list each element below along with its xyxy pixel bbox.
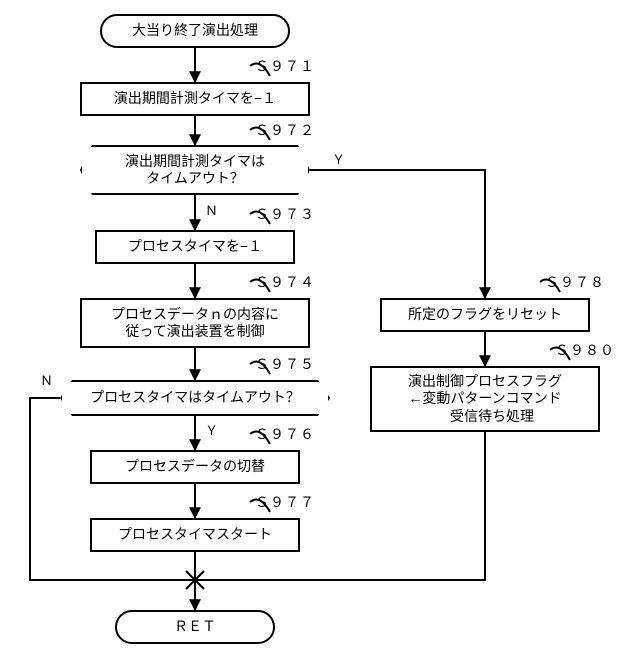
node-text: 演出期間計測タイマを−１ bbox=[114, 90, 276, 108]
process-s976: プロセスデータの切替 bbox=[90, 450, 300, 484]
edge-label-y: Ｙ bbox=[332, 149, 345, 168]
step-label-s971: Ｓ９７１ bbox=[255, 56, 315, 76]
edge-label-n: Ｎ bbox=[205, 200, 218, 219]
decision-s975: プロセスタイマはタイムアウト？ bbox=[60, 380, 330, 416]
node-text: 大当り終了演出処理 bbox=[132, 22, 258, 40]
node-text: 演出制御プロセスフラグ ←変動パターンコマンド 受信待ち処理 bbox=[408, 373, 562, 426]
process-s980: 演出制御プロセスフラグ ←変動パターンコマンド 受信待ち処理 bbox=[370, 366, 600, 432]
process-s977: プロセスタイマスタート bbox=[90, 518, 300, 552]
step-label-s977: Ｓ９７７ bbox=[255, 492, 315, 512]
edge-label-n: Ｎ bbox=[40, 370, 53, 389]
step-label-s975: Ｓ９７５ bbox=[255, 354, 315, 374]
node-text: プロセスタイマスタート bbox=[118, 526, 272, 544]
process-s973: プロセスタイマを−１ bbox=[95, 230, 295, 264]
node-text: プロセスタイマはタイムアウト？ bbox=[90, 389, 300, 407]
process-s974: プロセスデータｎの内容に 従って演出装置を制御 bbox=[80, 298, 310, 348]
step-label-s978: Ｓ９７８ bbox=[545, 272, 605, 292]
flowchart-canvas: 大当り終了演出処理 演出期間計測タイマを−１ 演出期間計測タイマは タイムアウト… bbox=[0, 0, 640, 672]
step-label-s972: Ｓ９７２ bbox=[255, 120, 315, 140]
step-label-s973: Ｓ９７３ bbox=[255, 204, 315, 224]
decision-s972: 演出期間計測タイマは タイムアウト？ bbox=[80, 145, 310, 195]
node-text: 所定のフラグをリセット bbox=[408, 306, 562, 324]
node-text: ＲＥＴ bbox=[174, 618, 216, 636]
process-s978: 所定のフラグをリセット bbox=[380, 298, 590, 332]
node-text: プロセスデータｎの内容に 従って演出装置を制御 bbox=[111, 306, 279, 341]
node-text: プロセスタイマを−１ bbox=[128, 238, 262, 256]
node-text: プロセスデータの切替 bbox=[125, 458, 265, 476]
terminator-ret: ＲＥＴ bbox=[115, 610, 275, 644]
step-label-s974: Ｓ９７４ bbox=[255, 272, 315, 292]
step-label-s976: Ｓ９７６ bbox=[255, 424, 315, 444]
step-label-s980: Ｓ９８０ bbox=[555, 340, 615, 360]
node-text: 演出期間計測タイマは タイムアウト？ bbox=[125, 153, 265, 188]
process-s971: 演出期間計測タイマを−１ bbox=[80, 82, 310, 116]
terminator-start: 大当り終了演出処理 bbox=[100, 14, 290, 48]
edge-label-y: Ｙ bbox=[205, 420, 218, 439]
